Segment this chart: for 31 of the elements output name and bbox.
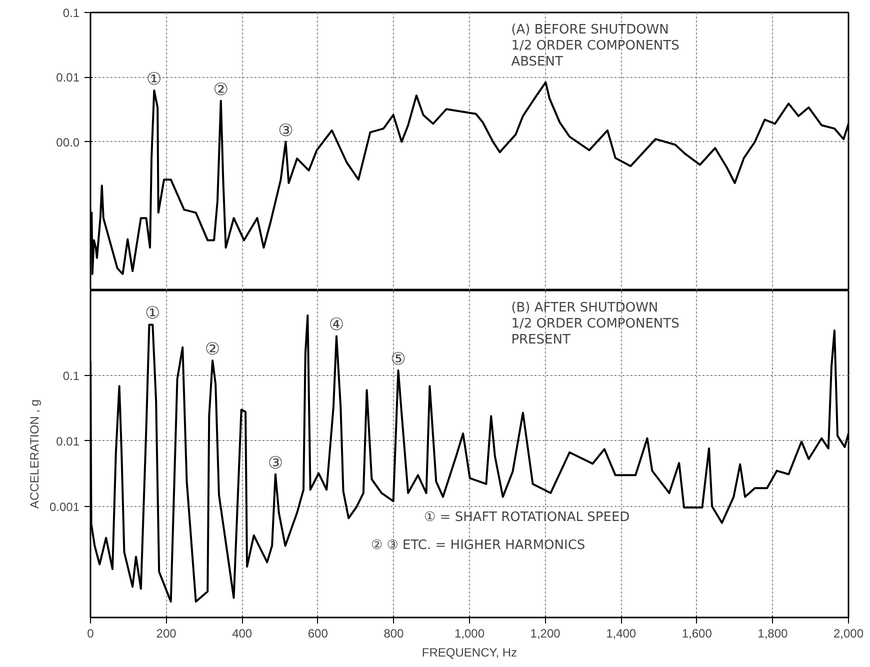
x-tick-label: 1,800	[758, 626, 788, 640]
x-tick-label: 0	[87, 626, 94, 640]
annotation: (A) BEFORE SHUTDOWN 1/2 ORDER COMPONENTS ABSENT	[511, 22, 680, 70]
x-axis-title: FREQUENCY, Hz	[422, 646, 518, 660]
x-tick-label: 800	[384, 626, 404, 640]
x-tick-label: 2,000	[833, 626, 864, 640]
y-tick-label: 0.001	[49, 500, 80, 514]
x-tick-label: 400	[232, 626, 252, 640]
annotation: (B) AFTER SHUTDOWN 1/2 ORDER COMPONENTS PRESENT	[511, 300, 680, 348]
x-tick-label: 1,400	[606, 626, 636, 640]
x-tick-label: 200	[156, 626, 177, 640]
annotation: ① = SHAFT ROTATIONAL SPEED	[424, 510, 630, 525]
y-tick-label: 00.0	[56, 135, 80, 150]
annotation: ② ③ ETC. = HIGHER HARMONICS	[370, 538, 586, 553]
annotation: ①	[145, 304, 160, 324]
y-axis-title: ACCELERATION , g	[27, 399, 42, 509]
annotation: ①	[146, 70, 162, 90]
x-tick-label: 1,200	[530, 626, 561, 640]
annotation: ⑤	[390, 349, 406, 370]
x-tick-label: 1,000	[454, 626, 485, 640]
annotation: ②	[213, 80, 229, 100]
y-tick-label: 0.1	[62, 369, 80, 384]
x-tick-label: 600	[308, 626, 328, 640]
annotation: ④	[328, 315, 344, 336]
y-tick-label: 0.1	[62, 6, 80, 20]
annotation: ②	[204, 340, 220, 360]
annotation: ③	[278, 120, 294, 141]
annotation: ③	[268, 453, 284, 474]
y-tick-label: 0.01	[56, 70, 80, 85]
x-tick-label: 1,600	[682, 626, 712, 640]
y-tick-label: 0.01	[56, 434, 80, 448]
